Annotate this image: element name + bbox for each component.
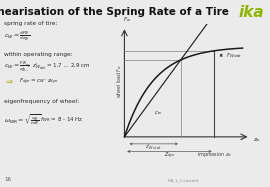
Text: $c_{W} = \frac{F_{W_{st}}}{z^\prime_{W_{st}}}$: $c_{W} = \frac{F_{W_{st}}}{z^\prime_{W_{…: [4, 60, 29, 76]
Text: spring rate of tire:: spring rate of tire:: [4, 21, 58, 26]
Text: Linearisation of the Spring Rate of a Tire: Linearisation of the Spring Rate of a Ti…: [0, 7, 229, 16]
Text: impression $z_w$: impression $z_w$: [197, 150, 232, 160]
Text: IKA_1_1-Linearit: IKA_1_1-Linearit: [167, 178, 199, 182]
Text: wheel load $F_w$: wheel load $F_w$: [116, 65, 124, 99]
Text: $Z_{dyn}$: $Z_{dyn}$: [164, 151, 175, 161]
Text: ;  $f_{WR}$ = 8 - 14 Hz: ; $f_{WR}$ = 8 - 14 Hz: [35, 115, 84, 124]
Text: $c_{W} = \frac{dF_{W}}{dz_{W}}$: $c_{W} = \frac{dF_{W}}{dz_{W}}$: [4, 30, 30, 43]
Text: $\Rightarrow$: $\Rightarrow$: [4, 76, 14, 85]
Text: 16: 16: [4, 177, 11, 182]
Text: $F_{dyn} = c_W \cdot z_{dyn}$: $F_{dyn} = c_W \cdot z_{dyn}$: [19, 76, 59, 87]
Text: ika: ika: [239, 5, 265, 20]
Text: $F_{W\,stat}$: $F_{W\,stat}$: [226, 51, 242, 60]
Text: $\omega_{WR} = \sqrt{\frac{c_W}{m_W}}$: $\omega_{WR} = \sqrt{\frac{c_W}{m_W}}$: [4, 113, 41, 128]
Text: ;  $z^\prime_{W_{stat}}$ = 1,7 ... 2,9 cm: ; $z^\prime_{W_{stat}}$ = 1,7 ... 2,9 cm: [27, 62, 90, 72]
Text: within operating range:: within operating range:: [4, 52, 73, 57]
Text: eigenfrequency of wheel:: eigenfrequency of wheel:: [4, 99, 79, 104]
Text: $z_w$: $z_w$: [253, 136, 261, 144]
Text: $z'_{W\,stat}$: $z'_{W\,stat}$: [146, 143, 162, 152]
Text: $F_w$: $F_w$: [123, 15, 131, 24]
Text: $c_w$: $c_w$: [154, 109, 162, 117]
